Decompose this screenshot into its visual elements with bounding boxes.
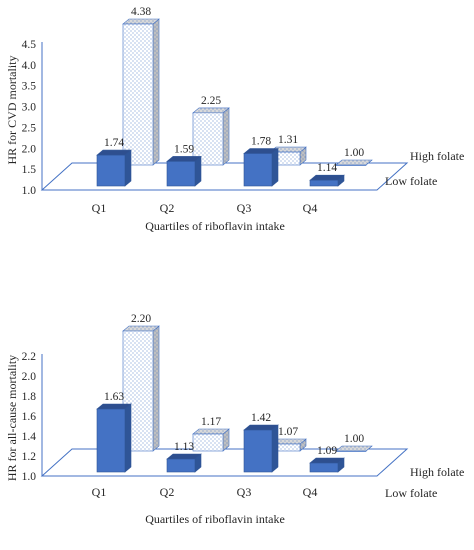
y-axis-title: HR for CVD mortality bbox=[5, 56, 19, 165]
y-tick-label: 4.5 bbox=[22, 39, 37, 51]
y-tick-label: 3.0 bbox=[22, 102, 37, 114]
y-tick-label: 1.0 bbox=[22, 471, 37, 483]
series-row-label: High folate bbox=[410, 149, 464, 163]
y-tick-label: 1.8 bbox=[22, 391, 37, 403]
high-folate-bar-top bbox=[122, 18, 160, 25]
low-folate-bar-top bbox=[166, 156, 202, 162]
series-row-label: Low folate bbox=[385, 486, 437, 500]
low-folate-bar-front bbox=[243, 153, 273, 187]
category-label: Q3 bbox=[237, 201, 252, 215]
low-folate-bar-top bbox=[243, 424, 279, 431]
low-folate-bar-front bbox=[96, 408, 126, 473]
category-label: Q2 bbox=[160, 485, 175, 499]
low-folate-value-label: 1.42 bbox=[251, 412, 271, 424]
low-folate-value-label: 1.13 bbox=[174, 441, 194, 453]
high-folate-bar-side bbox=[222, 107, 230, 166]
low-folate-bar-top bbox=[96, 149, 132, 156]
low-folate-bar-top bbox=[243, 148, 279, 154]
high-folate-bar-top bbox=[192, 428, 230, 435]
cvd-mortality-chart: 1.0 1.5 2.0 2.5 3.0 3.5 4.0 4.5HR for CVD morta… bbox=[5, 6, 464, 233]
y-axis-title: HR for all-cause mortality bbox=[5, 355, 19, 481]
low-folate-bar-top bbox=[309, 174, 345, 181]
high-folate-value-label: 1.31 bbox=[278, 134, 298, 146]
category-label: Q1 bbox=[92, 201, 107, 215]
floor-plane bbox=[40, 162, 409, 191]
category-label: Q4 bbox=[303, 201, 318, 215]
low-folate-value-label: 1.59 bbox=[174, 143, 194, 155]
low-folate-value-label: 1.74 bbox=[104, 137, 124, 149]
series-row-label: Low folate bbox=[385, 174, 437, 188]
low-folate-bar-front bbox=[309, 179, 339, 187]
x-axis-title: Quartiles of riboflavin intake bbox=[145, 219, 285, 233]
high-folate-bar-front bbox=[192, 112, 224, 166]
low-folate-bar-top bbox=[309, 457, 345, 464]
high-folate-value-label: 2.20 bbox=[131, 313, 151, 325]
low-folate-bar-top bbox=[96, 403, 132, 410]
low-folate-bar-front bbox=[96, 154, 126, 187]
category-label: Q2 bbox=[160, 201, 175, 215]
y-tick-label: 1.6 bbox=[22, 411, 37, 423]
low-folate-bar-side bbox=[271, 147, 279, 187]
high-folate-value-label: 1.07 bbox=[278, 426, 298, 438]
low-folate-bar-front bbox=[243, 429, 273, 473]
high-folate-value-label: 1.17 bbox=[201, 416, 221, 428]
low-folate-bar-side bbox=[124, 149, 132, 187]
low-folate-bar-front bbox=[309, 462, 339, 473]
y-tick-label: 2.2 bbox=[22, 351, 37, 363]
high-folate-value-label: 4.38 bbox=[131, 6, 151, 18]
floor-plane bbox=[40, 448, 409, 477]
low-folate-bar-front bbox=[166, 161, 196, 187]
low-folate-value-label: 1.63 bbox=[104, 391, 124, 403]
low-folate-value-label: 1.78 bbox=[251, 135, 271, 147]
y-tick-label: 3.5 bbox=[22, 81, 37, 93]
low-folate-value-label: 1.14 bbox=[317, 162, 337, 174]
category-label: Q1 bbox=[92, 485, 107, 499]
y-tick-label: 2.0 bbox=[22, 143, 37, 155]
y-tick-label: 4.0 bbox=[22, 60, 37, 72]
series-row-label: High folate bbox=[410, 465, 464, 479]
high-folate-bar-top bbox=[335, 159, 373, 166]
high-folate-bar-side bbox=[152, 18, 160, 166]
y-tick-label: 2.5 bbox=[22, 122, 37, 134]
low-folate-bar-top bbox=[166, 453, 202, 460]
high-folate-bar-top bbox=[122, 325, 160, 332]
category-label: Q4 bbox=[303, 485, 318, 499]
high-folate-bar-front bbox=[192, 433, 224, 452]
y-tick-label: 1.5 bbox=[22, 164, 37, 176]
y-tick-label: 2.0 bbox=[22, 371, 37, 383]
all-cause-mortality-chart: 1.0 1.2 1.4 1.6 1.8 2.0 2.2HR for all-cause mo… bbox=[5, 313, 464, 526]
low-folate-bar-side bbox=[271, 424, 279, 473]
category-label: Q3 bbox=[237, 485, 252, 499]
high-folate-bar-front bbox=[335, 164, 367, 166]
y-tick-label: 1.2 bbox=[22, 451, 37, 463]
y-tick-label: 1.0 bbox=[22, 185, 37, 197]
high-folate-value-label: 1.00 bbox=[344, 147, 364, 159]
y-tick-label: 1.4 bbox=[22, 431, 37, 443]
floor-helper bbox=[42, 452, 402, 476]
low-folate-value-label: 1.09 bbox=[317, 445, 337, 457]
low-folate-bar-front bbox=[166, 458, 196, 473]
high-folate-bar-front bbox=[335, 450, 367, 452]
high-folate-bar-top bbox=[335, 445, 373, 452]
x-axis-title: Quartiles of riboflavin intake bbox=[145, 512, 285, 526]
low-folate-bar-side bbox=[124, 403, 132, 473]
high-folate-bar-side bbox=[152, 325, 160, 452]
high-folate-value-label: 2.25 bbox=[201, 95, 221, 107]
high-folate-value-label: 1.00 bbox=[344, 433, 364, 445]
floor-helper bbox=[42, 166, 402, 190]
high-folate-bar-front bbox=[122, 23, 154, 166]
high-folate-bar-top bbox=[192, 107, 230, 114]
